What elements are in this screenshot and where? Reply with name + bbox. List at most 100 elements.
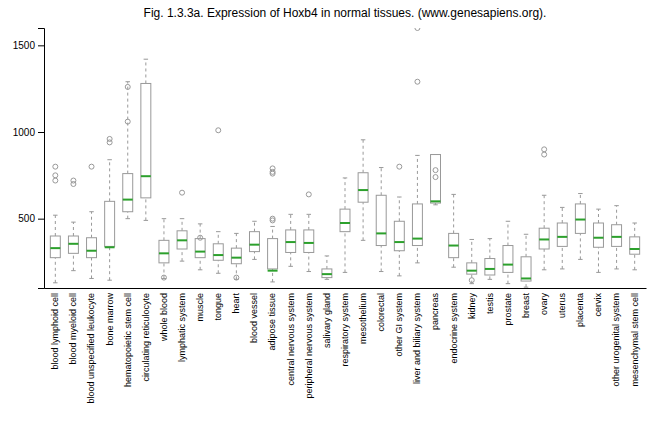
median: [50, 247, 60, 249]
lower-cap: [524, 287, 528, 288]
median: [322, 273, 332, 275]
x-tick-label: muscle: [195, 293, 205, 322]
upper-whisker: [363, 140, 364, 173]
flier: [107, 140, 112, 145]
lower-whisker: [145, 198, 146, 221]
y-tick-label: 1500: [13, 40, 36, 51]
upper-whisker: [145, 59, 146, 83]
upper-whisker: [471, 239, 472, 262]
chart-svg: Fig. 1.3.3a. Expression of Hoxb4 in norm…: [0, 0, 660, 428]
lower-whisker: [489, 275, 490, 279]
upper-whisker: [218, 232, 219, 244]
lower-whisker: [526, 281, 527, 287]
median: [68, 243, 78, 245]
x-tick: endocrine system: [449, 293, 459, 364]
upper-cap: [234, 233, 238, 234]
box: [322, 269, 332, 278]
box-group: [177, 190, 187, 261]
median: [521, 277, 531, 279]
box-group: [340, 178, 350, 272]
lower-cap: [488, 279, 492, 280]
box: [630, 237, 640, 254]
x-tick: lymphatic system: [177, 293, 187, 362]
upper-whisker: [127, 82, 128, 174]
lower-cap: [596, 272, 600, 273]
upper-whisker: [73, 222, 74, 236]
median: [539, 238, 549, 240]
flier: [433, 175, 438, 180]
lower-cap: [361, 240, 365, 241]
median: [286, 241, 296, 243]
median: [105, 246, 115, 248]
median: [394, 241, 404, 243]
box-group: [503, 221, 513, 283]
x-tick: kidney: [467, 293, 477, 320]
upper-cap: [198, 223, 202, 224]
x-tick-label: tongue: [213, 293, 223, 321]
lower-whisker: [381, 246, 382, 272]
x-tick: bone marrow: [105, 293, 115, 346]
lower-cap: [125, 218, 129, 219]
x-tick: liver and biliary system: [412, 293, 422, 384]
x-tick-label: ovary: [539, 293, 549, 316]
median: [612, 236, 622, 238]
flier: [542, 152, 547, 157]
x-tick: tongue: [213, 293, 223, 321]
upper-cap: [379, 167, 383, 168]
upper-whisker: [109, 160, 110, 202]
upper-whisker: [507, 221, 508, 245]
box: [268, 239, 278, 269]
median: [449, 245, 459, 247]
upper-whisker: [544, 195, 545, 228]
flier: [415, 79, 420, 84]
median: [412, 238, 422, 240]
lower-cap: [343, 272, 347, 273]
upper-cap: [53, 215, 57, 216]
upper-cap: [560, 207, 564, 208]
box-group: [231, 233, 241, 280]
box-group: [557, 207, 567, 269]
flier: [53, 173, 58, 178]
lower-cap: [397, 275, 401, 276]
upper-whisker: [163, 219, 164, 241]
lower-whisker: [634, 254, 635, 270]
x-tick: respiratory system: [340, 293, 350, 367]
box-group: [87, 164, 97, 278]
x-tick-label: uterus: [557, 293, 567, 319]
x-tick-label: blood myeloid cell: [68, 293, 78, 365]
box-group: [412, 28, 422, 263]
box: [575, 204, 585, 233]
x-tick: mesothelium: [358, 293, 368, 344]
upper-whisker: [417, 155, 418, 204]
y-axis-line: [38, 29, 45, 289]
flier: [89, 164, 94, 169]
flier: [542, 147, 547, 152]
lower-whisker: [236, 264, 237, 280]
median: [268, 270, 278, 272]
x-tick: testis: [485, 293, 495, 315]
x-tick: mesenchymal stem cell: [630, 293, 640, 387]
box-group: [50, 164, 60, 283]
upper-whisker: [182, 219, 183, 231]
upper-whisker: [381, 168, 382, 196]
x-tick-label: bone marrow: [105, 293, 115, 346]
median: [485, 268, 495, 270]
lower-cap: [632, 269, 636, 270]
upper-whisker: [254, 221, 255, 231]
upper-whisker: [308, 214, 309, 230]
box-group: [358, 140, 368, 241]
upper-whisker: [200, 224, 201, 239]
x-tick-label: mesenchymal stem cell: [630, 293, 640, 387]
y-tick: 500: [18, 213, 44, 224]
upper-cap: [307, 214, 311, 215]
flier: [469, 278, 474, 283]
upper-cap: [270, 226, 274, 227]
x-tick-label: liver and biliary system: [412, 293, 422, 384]
x-tick: ovary: [539, 293, 549, 316]
x-tick: heart: [231, 293, 241, 314]
box-group: [213, 128, 223, 274]
median: [630, 248, 640, 250]
x-tick: cervix: [593, 293, 603, 317]
boxes: [50, 28, 639, 287]
box-group: [467, 239, 477, 283]
